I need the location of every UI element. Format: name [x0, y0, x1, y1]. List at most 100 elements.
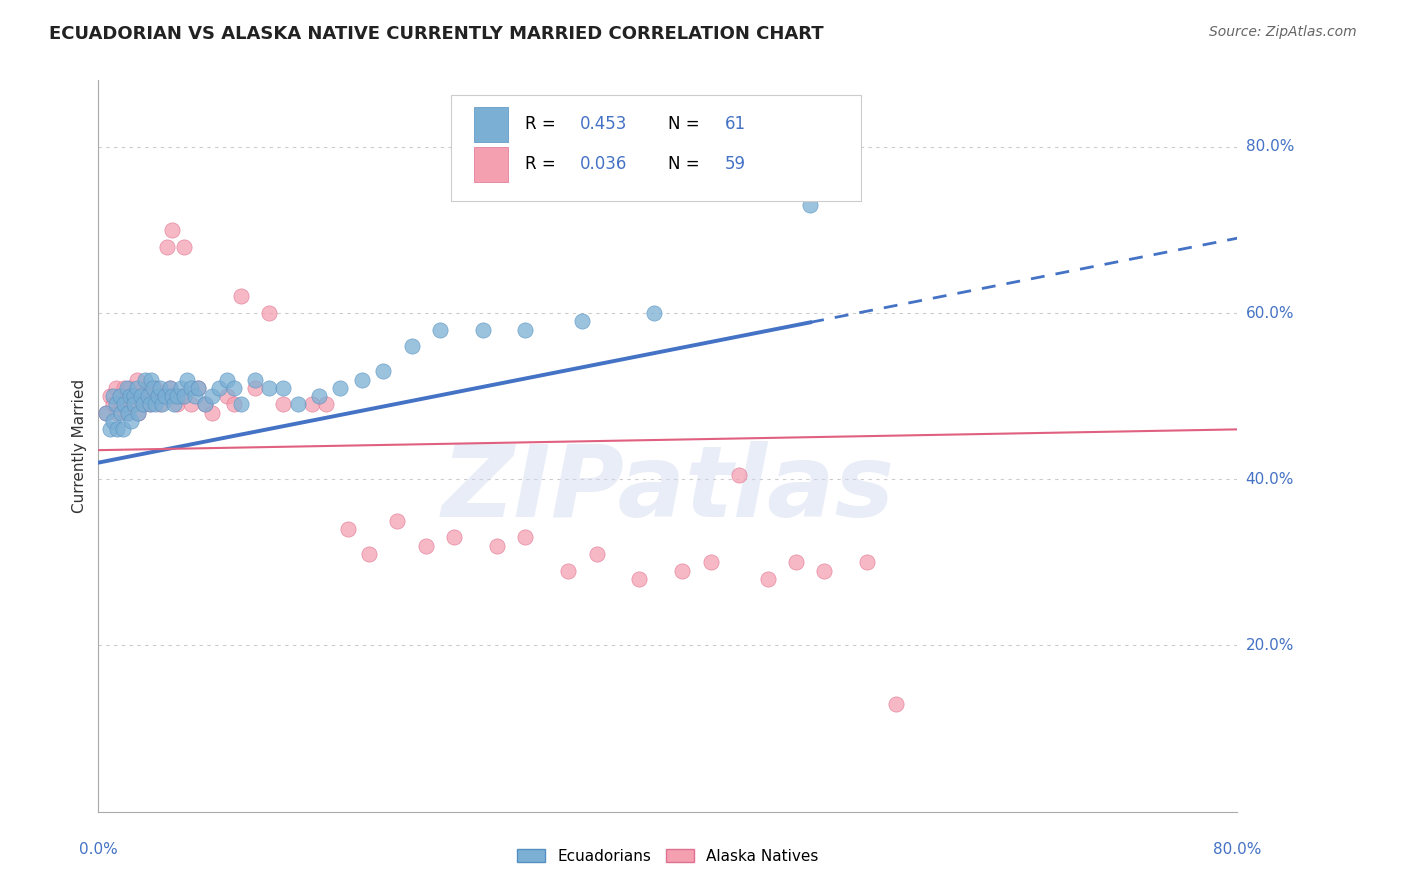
Point: [184, 389, 207, 403]
Point: [357, 547, 380, 561]
Point: [122, 397, 145, 411]
Point: [628, 572, 651, 586]
Point: [129, 389, 152, 403]
Text: 0.0%: 0.0%: [79, 842, 118, 857]
Point: [443, 530, 465, 544]
Point: [94, 406, 117, 420]
Point: [557, 564, 579, 578]
Point: [486, 539, 509, 553]
Point: [148, 389, 170, 403]
Point: [671, 564, 693, 578]
Point: [350, 372, 373, 386]
Point: [94, 406, 117, 420]
Point: [108, 389, 131, 403]
Text: ECUADORIAN VS ALASKA NATIVE CURRENTLY MARRIED CORRELATION CHART: ECUADORIAN VS ALASKA NATIVE CURRENTLY MA…: [49, 25, 824, 43]
Point: [155, 389, 177, 403]
Point: [329, 381, 352, 395]
Point: [117, 406, 139, 420]
Point: [141, 381, 163, 395]
Point: [145, 397, 167, 411]
Point: [152, 389, 174, 403]
Point: [756, 572, 779, 586]
Text: R =: R =: [526, 115, 561, 133]
Point: [101, 397, 124, 411]
Text: N =: N =: [668, 155, 704, 173]
Point: [799, 198, 821, 212]
Point: [166, 389, 188, 403]
Point: [728, 468, 751, 483]
Point: [122, 389, 145, 403]
Point: [785, 555, 807, 569]
Point: [152, 397, 174, 411]
Point: [108, 389, 131, 403]
Point: [387, 514, 409, 528]
Point: [115, 406, 138, 420]
Text: 40.0%: 40.0%: [1246, 472, 1294, 487]
Point: [222, 381, 245, 395]
Point: [173, 389, 195, 403]
Point: [208, 381, 231, 395]
Point: [515, 530, 537, 544]
Point: [229, 397, 252, 411]
Bar: [474, 107, 509, 142]
Point: [162, 389, 184, 403]
Point: [308, 389, 330, 403]
Point: [136, 389, 159, 403]
Point: [259, 381, 281, 395]
Point: [115, 381, 138, 395]
Point: [429, 323, 451, 337]
Point: [156, 239, 179, 253]
Point: [643, 306, 665, 320]
Point: [856, 555, 879, 569]
Point: [301, 397, 323, 411]
Point: [585, 547, 607, 561]
Point: [127, 406, 149, 420]
Point: [149, 397, 172, 411]
Point: [101, 389, 124, 403]
Point: [259, 306, 281, 320]
Point: [118, 381, 141, 395]
Point: [401, 339, 423, 353]
Point: [170, 381, 193, 395]
Point: [125, 381, 148, 395]
Text: R =: R =: [526, 155, 561, 173]
FancyBboxPatch shape: [451, 95, 862, 201]
Text: Source: ZipAtlas.com: Source: ZipAtlas.com: [1209, 25, 1357, 39]
Point: [131, 397, 153, 411]
Point: [138, 397, 160, 411]
Point: [201, 389, 224, 403]
Point: [229, 289, 252, 303]
Point: [194, 397, 217, 411]
Point: [134, 372, 156, 386]
Point: [699, 555, 721, 569]
Point: [215, 372, 238, 386]
Point: [118, 389, 141, 403]
Point: [125, 372, 148, 386]
Point: [98, 422, 121, 436]
Point: [141, 389, 163, 403]
Point: [104, 381, 127, 395]
Point: [194, 397, 217, 411]
Point: [187, 381, 209, 395]
Text: 0.453: 0.453: [581, 115, 627, 133]
Point: [243, 381, 266, 395]
Point: [187, 381, 209, 395]
Point: [163, 397, 186, 411]
Text: 20.0%: 20.0%: [1246, 638, 1294, 653]
Point: [415, 539, 437, 553]
Point: [315, 397, 337, 411]
Text: 0.036: 0.036: [581, 155, 627, 173]
Point: [515, 323, 537, 337]
Point: [112, 381, 135, 395]
Text: 80.0%: 80.0%: [1213, 842, 1261, 857]
Point: [336, 522, 359, 536]
Point: [222, 397, 245, 411]
Point: [105, 406, 128, 420]
Point: [129, 389, 152, 403]
Point: [111, 422, 134, 436]
Point: [139, 372, 162, 386]
Point: [173, 239, 195, 253]
Point: [117, 389, 139, 403]
Point: [813, 564, 835, 578]
Point: [98, 389, 121, 403]
